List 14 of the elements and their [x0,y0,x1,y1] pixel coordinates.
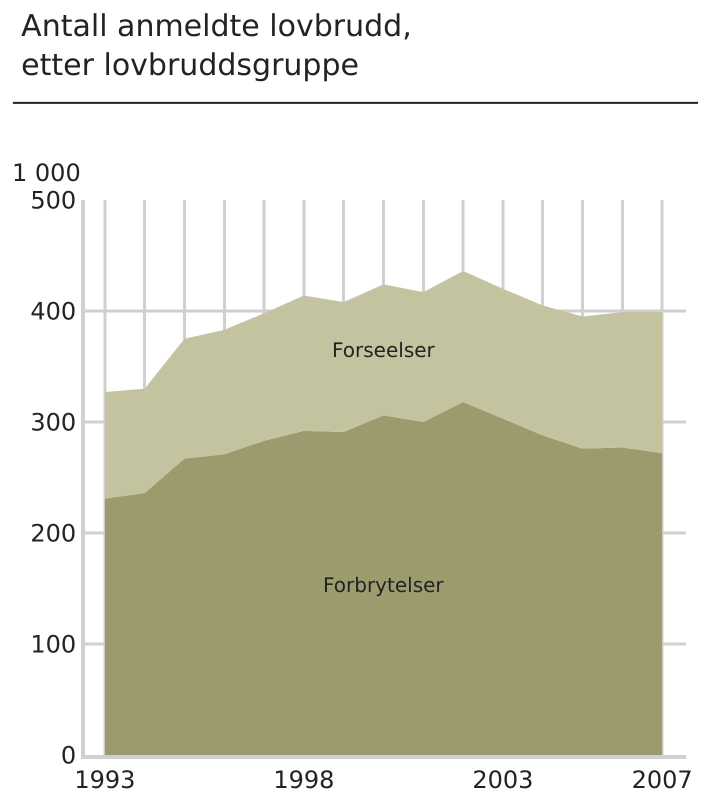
x-tick-label: 1998 [273,766,334,794]
series-label: Forseelser [332,338,436,362]
chart-title: Antall anmeldte lovbrudd, etter lovbruddsgruppe [21,9,412,84]
x-tick-label: 2003 [472,766,534,794]
y-tick-label: 400 [30,297,76,326]
y-tick-label: 0 [60,741,76,770]
y-tick-label: 100 [30,630,76,658]
x-tick-label: 1993 [74,766,136,794]
y-tick-label: 300 [30,408,76,436]
y-tick-label: 500 [30,186,76,214]
series-label: Forbrytelser [323,573,444,597]
y-tick-label: 200 [30,519,76,548]
x-tick-label: 2007 [632,766,693,794]
y-axis-title: 1 000 [12,159,81,187]
